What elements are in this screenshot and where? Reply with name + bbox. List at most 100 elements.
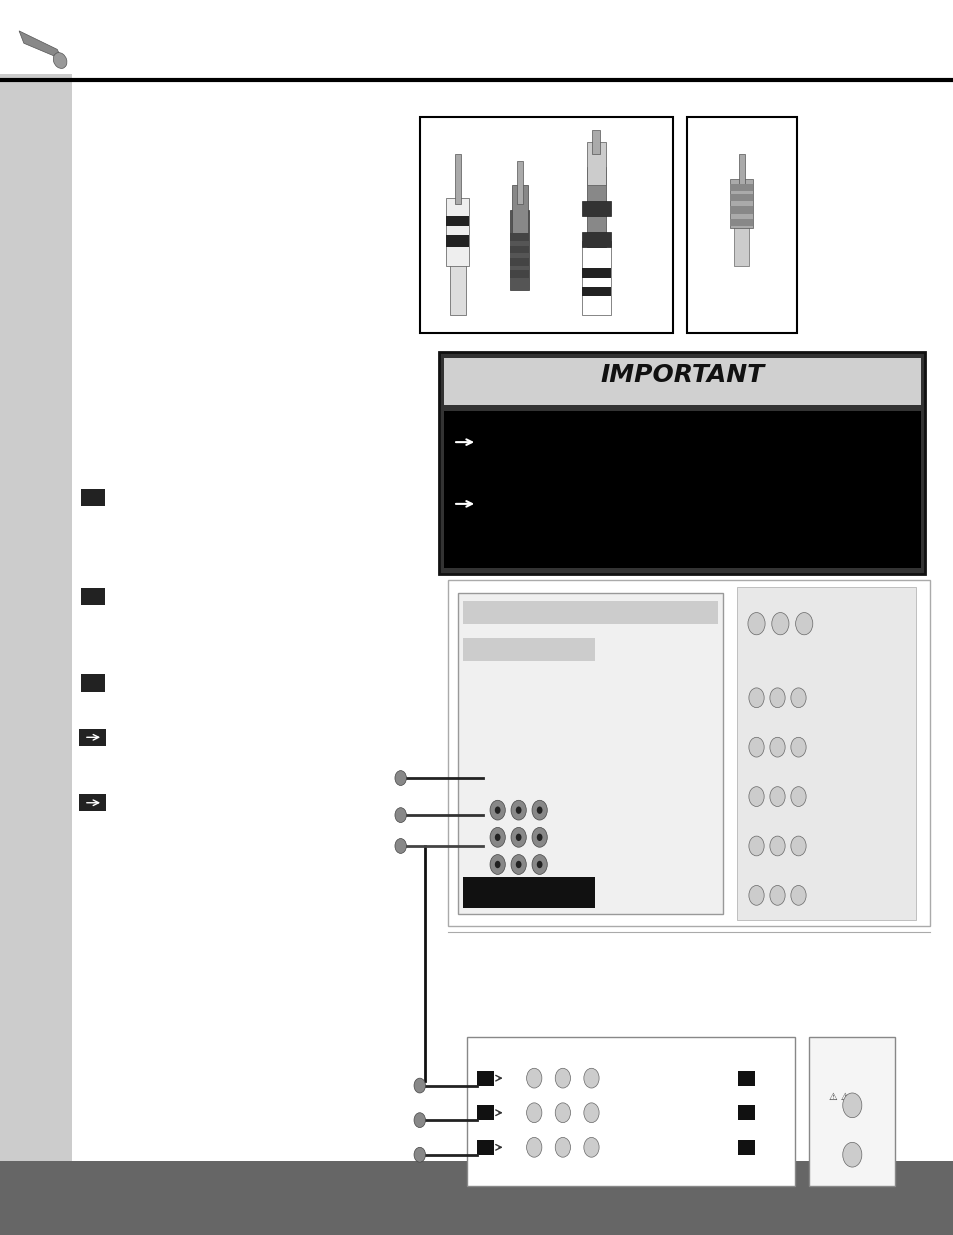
Circle shape: [795, 613, 812, 635]
Circle shape: [526, 1137, 541, 1157]
Bar: [446, 198, 469, 266]
Bar: [730, 206, 753, 214]
Circle shape: [526, 1068, 541, 1088]
Circle shape: [395, 771, 406, 785]
Bar: [443, 358, 920, 405]
Ellipse shape: [53, 53, 67, 68]
Bar: [476, 1140, 494, 1155]
Circle shape: [769, 737, 784, 757]
Circle shape: [583, 1068, 598, 1088]
Circle shape: [495, 834, 500, 841]
Circle shape: [769, 787, 784, 806]
Circle shape: [490, 800, 505, 820]
Bar: [81, 674, 105, 692]
Bar: [730, 184, 753, 191]
Circle shape: [583, 1103, 598, 1123]
Bar: [512, 185, 527, 235]
Circle shape: [532, 827, 547, 847]
Circle shape: [790, 885, 805, 905]
Circle shape: [395, 839, 406, 853]
Text: ⚠ ⚠: ⚠ ⚠: [828, 1092, 849, 1102]
Bar: [733, 204, 748, 266]
Bar: [581, 232, 610, 247]
Bar: [686, 117, 796, 333]
Bar: [586, 142, 605, 185]
Bar: [730, 179, 753, 228]
Bar: [730, 219, 753, 226]
Bar: [81, 588, 105, 605]
Bar: [462, 601, 718, 624]
Circle shape: [526, 1103, 541, 1123]
Circle shape: [790, 836, 805, 856]
Bar: [737, 1071, 754, 1086]
Bar: [510, 210, 529, 290]
Circle shape: [790, 787, 805, 806]
Circle shape: [748, 885, 763, 905]
Circle shape: [516, 806, 521, 814]
Bar: [517, 161, 522, 204]
Circle shape: [511, 827, 526, 847]
Bar: [476, 1105, 494, 1120]
Circle shape: [395, 808, 406, 823]
Bar: [446, 216, 469, 226]
Bar: [462, 638, 595, 661]
Bar: [450, 228, 465, 315]
Text: IMPORTANT: IMPORTANT: [599, 363, 763, 388]
Bar: [738, 154, 743, 185]
Circle shape: [511, 855, 526, 874]
Circle shape: [841, 1093, 861, 1118]
Circle shape: [537, 834, 542, 841]
Bar: [737, 1105, 754, 1120]
Circle shape: [555, 1137, 570, 1157]
Bar: [737, 1140, 754, 1155]
Circle shape: [495, 806, 500, 814]
Bar: [419, 117, 672, 333]
Circle shape: [537, 806, 542, 814]
Circle shape: [769, 688, 784, 708]
Circle shape: [748, 737, 763, 757]
Circle shape: [555, 1103, 570, 1123]
Bar: [446, 235, 469, 247]
Circle shape: [769, 885, 784, 905]
Circle shape: [414, 1113, 425, 1128]
Circle shape: [748, 688, 763, 708]
Circle shape: [414, 1147, 425, 1162]
Bar: [81, 489, 105, 506]
Bar: [0, 1161, 953, 1235]
Polygon shape: [19, 31, 62, 59]
Circle shape: [516, 834, 521, 841]
Bar: [455, 154, 460, 204]
Bar: [462, 877, 595, 908]
Bar: [79, 794, 106, 811]
Bar: [443, 411, 920, 568]
Bar: [457, 593, 722, 914]
Bar: [808, 1037, 894, 1186]
Circle shape: [537, 861, 542, 868]
Bar: [581, 201, 610, 216]
Circle shape: [790, 737, 805, 757]
Circle shape: [495, 861, 500, 868]
Circle shape: [490, 827, 505, 847]
Bar: [510, 258, 529, 266]
Circle shape: [769, 836, 784, 856]
Bar: [581, 268, 610, 278]
Bar: [510, 233, 529, 241]
Circle shape: [841, 1142, 861, 1167]
Bar: [592, 130, 599, 154]
Bar: [581, 241, 610, 315]
Circle shape: [555, 1068, 570, 1088]
Bar: [438, 352, 924, 574]
Bar: [0, 74, 71, 1161]
Circle shape: [771, 613, 788, 635]
Circle shape: [532, 800, 547, 820]
Circle shape: [748, 836, 763, 856]
Bar: [79, 729, 106, 746]
Circle shape: [414, 1078, 425, 1093]
Circle shape: [511, 800, 526, 820]
Bar: [510, 270, 529, 278]
Circle shape: [747, 613, 764, 635]
Bar: [586, 167, 605, 247]
Bar: [467, 1037, 794, 1186]
Circle shape: [532, 855, 547, 874]
Circle shape: [516, 861, 521, 868]
